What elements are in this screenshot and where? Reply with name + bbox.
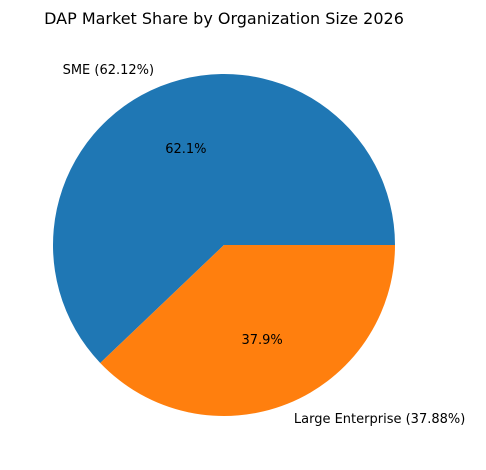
pie-slice-large-enterprise — [100, 245, 395, 416]
pie-slice-sme — [53, 73, 396, 363]
pie-category-label: SME (62.12%) — [63, 63, 155, 78]
chart-title: DAP Market Share by Organization Size 20… — [44, 9, 404, 28]
pie-category-label: Large Enterprise (37.88%) — [294, 412, 465, 427]
pie-percent-label: 37.9% — [241, 333, 282, 348]
pie-labels: 62.1% SME (62.12%) 37.9% Large Enterprise (… — [63, 63, 466, 427]
pie-slices — [53, 73, 396, 416]
pie-percent-label: 62.1% — [165, 142, 206, 157]
